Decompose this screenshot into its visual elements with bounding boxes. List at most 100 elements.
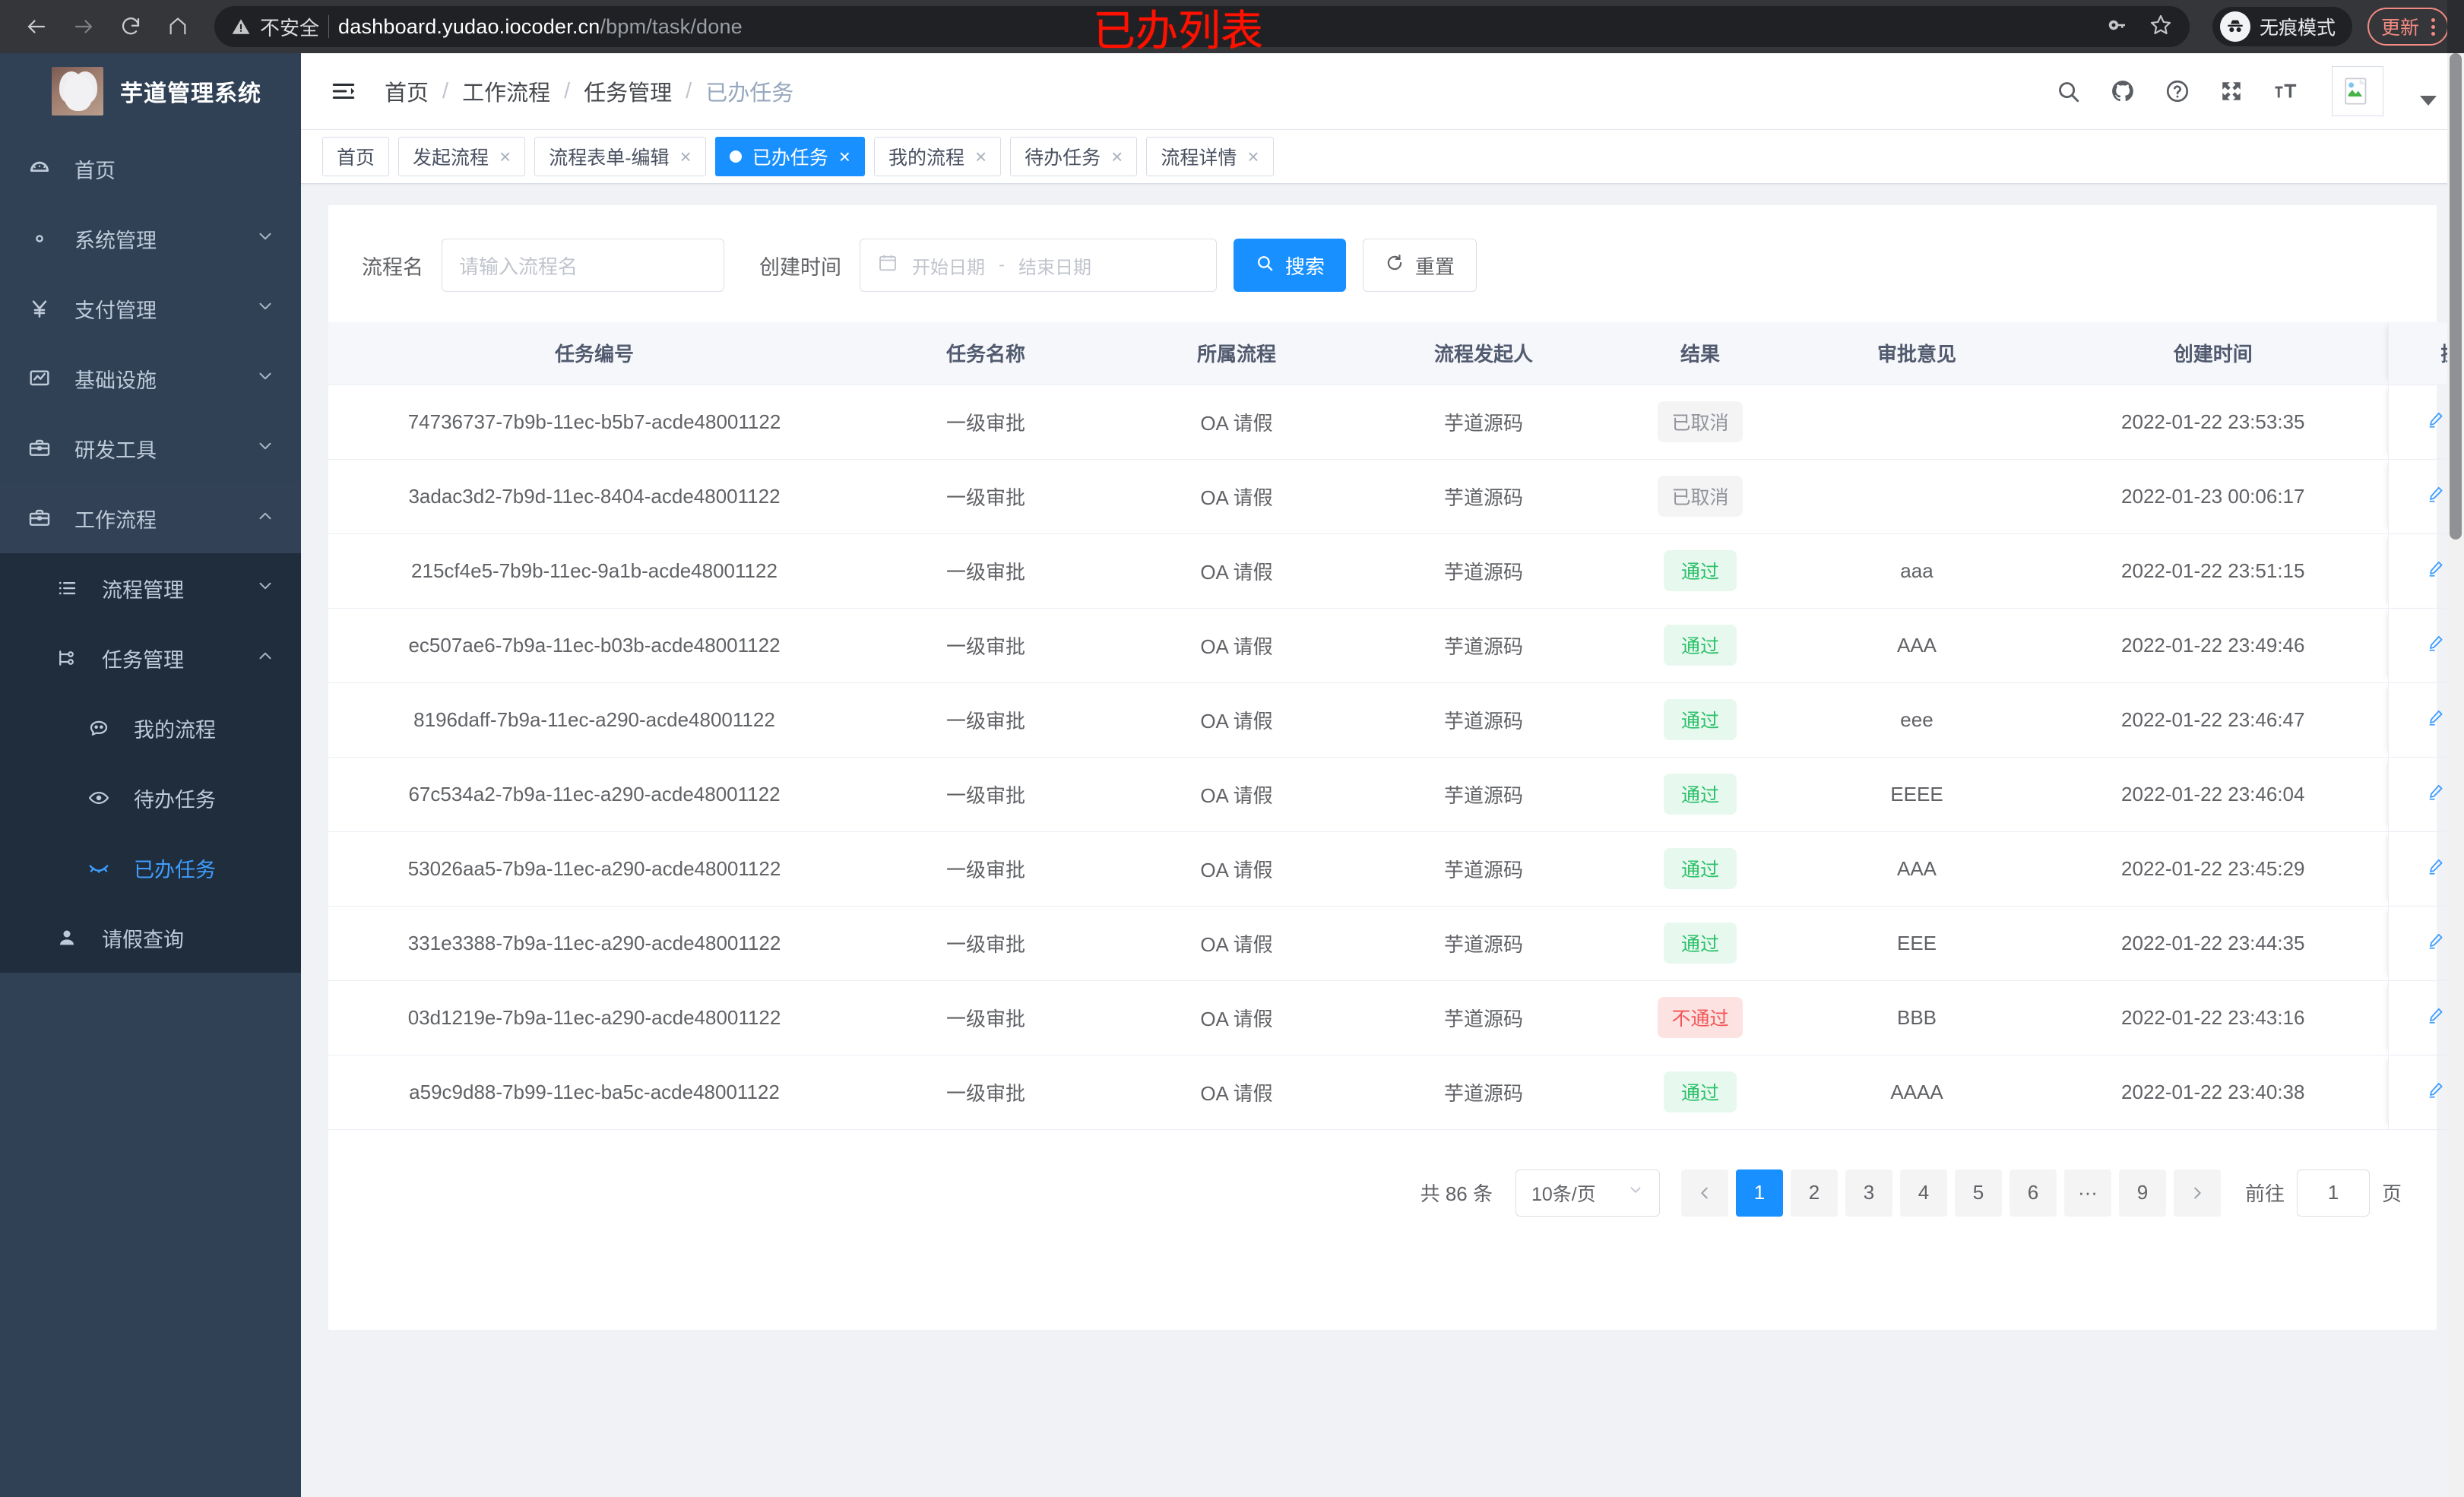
breadcrumb-item[interactable]: 任务管理: [584, 81, 673, 106]
sidebar-item-label: 系统管理: [74, 229, 157, 252]
sidebar-toggle-icon[interactable]: [324, 78, 363, 104]
jump-page-input[interactable]: 1: [2296, 1169, 2370, 1217]
search-button[interactable]: 搜索: [1234, 239, 1347, 292]
sidebar-item-leave-query[interactable]: 请假查询: [0, 903, 301, 973]
tab-done-task[interactable]: 已办任务 ×: [714, 137, 865, 176]
pagination-page-9[interactable]: 9: [2118, 1169, 2166, 1217]
sidebar-item-task-management[interactable]: 任务管理: [0, 623, 301, 693]
sidebar-item-home[interactable]: 首页: [0, 134, 301, 204]
pagination-page-5[interactable]: 5: [1954, 1169, 2002, 1217]
cell-task-id: 53026aa5-7b9a-11ec-a290-acde48001122: [328, 831, 860, 907]
avatar[interactable]: [2332, 66, 2383, 116]
page-scrollbar[interactable]: [2447, 53, 2464, 1497]
status-badge: 不通过: [1658, 997, 1743, 1038]
table-row: 8196daff-7b9a-11ec-a290-acde48001122 一级审批…: [328, 682, 2464, 758]
page-size-select[interactable]: 10条/页: [1515, 1169, 1660, 1217]
create-time-daterange[interactable]: 开始日期 - 结束日期: [860, 239, 1217, 292]
sidebar-item-infrastructure[interactable]: 基础设施: [0, 343, 301, 413]
sidebar-item-devtools[interactable]: 研发工具: [0, 413, 301, 483]
password-key-icon[interactable]: [2106, 14, 2129, 40]
brand[interactable]: 芋道管理系统: [0, 53, 301, 129]
home-button[interactable]: [157, 5, 199, 48]
tab-process-detail[interactable]: 流程详情 ×: [1146, 137, 1274, 176]
edit-icon: [2426, 484, 2446, 509]
column-header-task-id: 任务编号: [328, 322, 860, 385]
reset-button[interactable]: 重置: [1363, 239, 1477, 292]
tab-dot-icon: [729, 150, 742, 163]
font-size-icon[interactable]: [2272, 78, 2298, 104]
pagination-page-3[interactable]: 3: [1845, 1169, 1892, 1217]
pagination-page-4[interactable]: 4: [1899, 1169, 1947, 1217]
tab-label: 流程表单-编辑: [549, 147, 670, 169]
cell-task-name: 一级审批: [860, 757, 1111, 832]
tab-start-process[interactable]: 发起流程 ×: [398, 137, 526, 176]
chat-icon: [82, 717, 116, 739]
gear-icon: [23, 226, 56, 251]
update-button[interactable]: 更新: [2367, 8, 2449, 46]
sidebar-item-todo-task[interactable]: 待办任务: [0, 763, 301, 833]
sidebar-item-done-task[interactable]: 已办任务: [0, 833, 301, 903]
cell-task-id: 3adac3d2-7b9d-11ec-8404-acde48001122: [328, 459, 860, 534]
forward-button[interactable]: [62, 5, 105, 48]
help-icon[interactable]: [2165, 78, 2190, 104]
pagination-page-6[interactable]: 6: [2009, 1169, 2057, 1217]
sidebar-item-payment[interactable]: 支付管理: [0, 274, 301, 343]
jump-prefix-label: 前往: [2244, 1182, 2285, 1205]
sidebar-item-label: 流程管理: [102, 578, 184, 602]
close-icon[interactable]: ×: [1111, 145, 1123, 168]
sidebar-item-system[interactable]: 系统管理: [0, 204, 301, 274]
breadcrumb-item[interactable]: 首页: [385, 81, 429, 106]
close-icon[interactable]: ×: [1247, 145, 1259, 168]
close-icon[interactable]: ×: [679, 145, 692, 168]
address-bar[interactable]: 不安全 dashboard.yudao.iocoder.cn/bpm/task/…: [214, 6, 2190, 47]
scrollbar-thumb[interactable]: [2450, 53, 2462, 540]
close-icon[interactable]: ×: [838, 145, 850, 168]
tab-process-form-edit[interactable]: 流程表单-编辑 ×: [534, 137, 706, 176]
pagination-next-button[interactable]: [2173, 1169, 2221, 1217]
reload-button[interactable]: [109, 5, 152, 48]
tab-label: 我的流程: [888, 147, 964, 169]
start-date-placeholder: 开始日期: [912, 257, 985, 278]
pagination-page-1[interactable]: 1: [1735, 1169, 1783, 1217]
process-name-input[interactable]: 请输入流程名: [442, 239, 724, 292]
close-icon[interactable]: ×: [499, 145, 511, 168]
pagination-more-button[interactable]: ···: [2063, 1169, 2111, 1217]
close-icon[interactable]: ×: [974, 145, 987, 168]
breadcrumb-item[interactable]: 工作流程: [462, 81, 551, 106]
cell-result: 通过: [1605, 608, 1795, 683]
sidebar-item-my-process[interactable]: 我的流程: [0, 693, 301, 763]
user-icon: [50, 926, 84, 949]
edit-icon: [2426, 633, 2446, 658]
cell-opinion: AAA: [1795, 608, 2038, 683]
yen-icon: [23, 296, 56, 321]
cell-result: 通过: [1605, 906, 1795, 981]
fullscreen-icon[interactable]: [2219, 79, 2244, 103]
edit-icon: [2426, 782, 2446, 807]
cell-created: 2022-01-22 23:45:29: [2038, 831, 2388, 907]
omnibox-divider: [328, 15, 330, 38]
incognito-indicator[interactable]: 无痕模式: [2212, 7, 2352, 46]
chrome-menu-icon[interactable]: [2431, 17, 2435, 36]
tab-todo-task[interactable]: 待办任务 ×: [1010, 137, 1138, 176]
cell-process: OA 请假: [1111, 906, 1362, 981]
sidebar-item-process-management[interactable]: 流程管理: [0, 553, 301, 623]
cell-task-id: 215cf4e5-7b9b-11ec-9a1b-acde48001122: [328, 533, 860, 609]
url-path: /bpm/task/done: [600, 14, 743, 38]
github-icon[interactable]: [2110, 78, 2136, 104]
pagination-total: 共 86 条: [1420, 1182, 1493, 1205]
filter-bar: 流程名 请输入流程名 创建时间 开始日期 - 结束日期: [328, 205, 2437, 322]
bookmark-star-icon[interactable]: [2149, 13, 2173, 41]
back-button[interactable]: [15, 5, 58, 48]
cell-initiator: 芋道源码: [1362, 906, 1605, 981]
status-badge: 通过: [1664, 699, 1737, 740]
pagination-page-2[interactable]: 2: [1790, 1169, 1838, 1217]
pagination-prev-button[interactable]: [1680, 1169, 1728, 1217]
chevron-down-icon[interactable]: [2420, 96, 2437, 106]
tab-home[interactable]: 首页: [322, 137, 390, 176]
sidebar-item-workflow[interactable]: 工作流程: [0, 483, 301, 553]
search-icon[interactable]: [2055, 78, 2081, 104]
cell-created: 2022-01-22 23:46:04: [2038, 757, 2388, 832]
cell-initiator: 芋道源码: [1362, 980, 1605, 1055]
table-body: 74736737-7b9b-11ec-b5b7-acde48001122 一级审批…: [328, 385, 2464, 1130]
tab-my-process[interactable]: 我的流程 ×: [873, 137, 1002, 176]
